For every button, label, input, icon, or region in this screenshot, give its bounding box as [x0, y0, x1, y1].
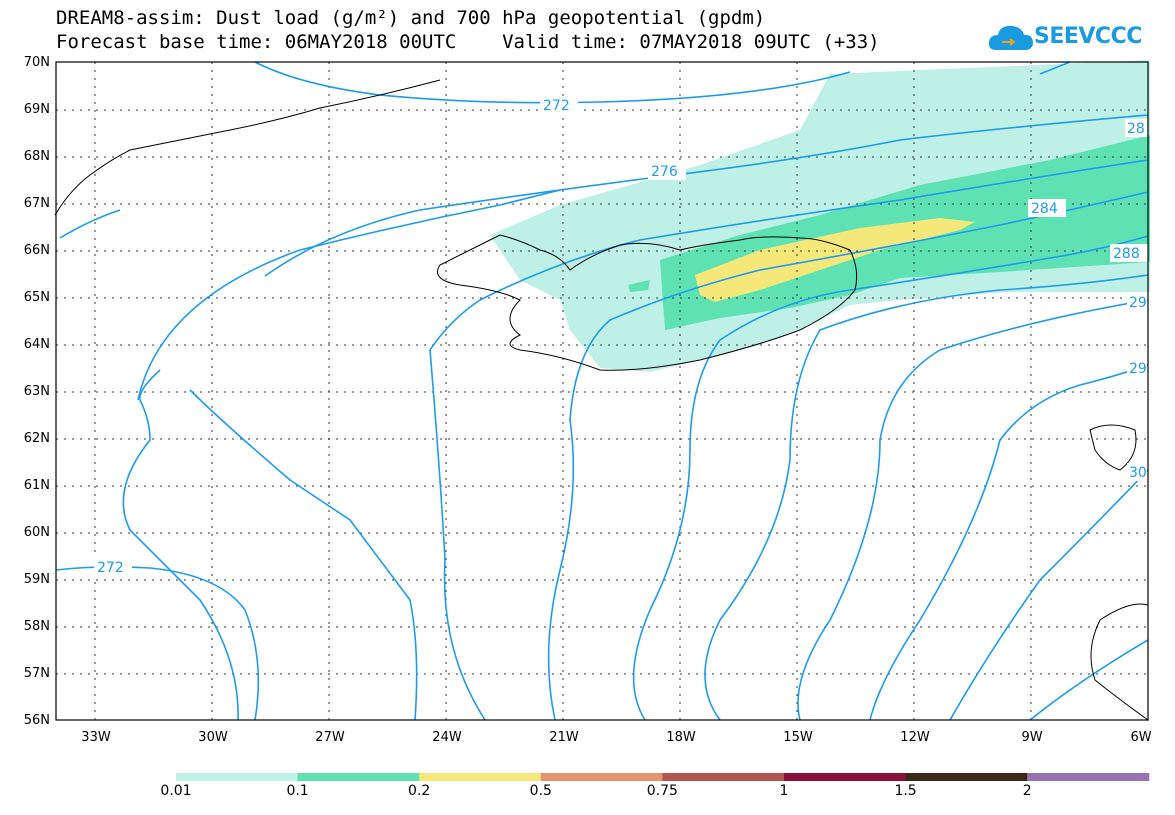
lon-label: 6W: [1130, 730, 1152, 745]
contour-label-28: 28: [1127, 121, 1145, 137]
colorbar-label: 0.5: [529, 783, 552, 799]
lat-label: 63N: [23, 384, 50, 399]
colorbar-segment: [1027, 773, 1150, 781]
colorbar: [176, 773, 1150, 781]
lon-label: 27W: [315, 730, 345, 745]
colorbar-segment: [905, 773, 1028, 781]
colorbar-label: 1.5: [894, 783, 917, 799]
contour-label-288: 288: [1113, 246, 1140, 262]
cloud-icon: [988, 25, 1033, 50]
map-title: DREAM8-assim: Dust load (g/m²) and 700 h…: [56, 7, 766, 29]
lat-label: 68N: [23, 149, 50, 164]
lon-label: 30W: [198, 730, 228, 745]
colorbar-label: 0.2: [408, 783, 431, 799]
colorbar-segment: [297, 773, 420, 781]
dust-field-0.2: [695, 218, 975, 302]
lon-label: 24W: [432, 730, 462, 745]
contour-label-272-north: 272: [543, 98, 570, 114]
lat-label: 60N: [23, 525, 50, 540]
lat-label: 61N: [23, 478, 50, 493]
colorbar-segment: [662, 773, 785, 781]
lat-label: 69N: [23, 102, 50, 117]
lat-label: 67N: [23, 196, 50, 211]
contour-label-284: 284: [1031, 201, 1058, 217]
seevccc-logo: SEEVCCC: [1034, 24, 1142, 49]
coastlines: [54, 79, 1149, 721]
lon-label: 9W: [1021, 730, 1043, 745]
contour-label-29-b: 29: [1129, 361, 1147, 377]
lat-label: 64N: [23, 337, 50, 352]
lon-label: 21W: [549, 730, 579, 745]
lat-label: 66N: [23, 243, 50, 258]
lon-label: 12W: [900, 730, 930, 745]
colorbar-segment: [176, 773, 299, 781]
contour-labels: 272 276 28 284 288 29 29 30 272: [94, 96, 1148, 576]
colorbar-label: 0.75: [646, 783, 678, 799]
lon-label: 18W: [666, 730, 696, 745]
colorbar-segment: [784, 773, 907, 781]
lat-label: 70N: [23, 55, 50, 70]
colorbar-label: 1: [779, 783, 789, 799]
colorbar-label: 0.1: [286, 783, 309, 799]
contour-label-272-south: 272: [97, 560, 124, 576]
colorbar-segment: [419, 773, 542, 781]
contour-label-276: 276: [651, 164, 678, 180]
map-frame: [55, 61, 1149, 721]
lat-label: 58N: [23, 619, 50, 634]
lon-label: 33W: [81, 730, 111, 745]
forecast-time-subtitle: Forecast base time: 06MAY2018 00UTC Vali…: [56, 31, 880, 53]
lat-label: 59N: [23, 572, 50, 587]
colorbar-segment: [540, 773, 663, 781]
contour-label-30: 30: [1129, 465, 1147, 481]
colorbar-label: 2: [1022, 783, 1032, 799]
contour-label-29-a: 29: [1129, 295, 1147, 311]
lat-label: 62N: [23, 431, 50, 446]
lat-label: 65N: [23, 290, 50, 305]
colorbar-label: 0.01: [160, 783, 192, 799]
lon-label: 15W: [783, 730, 813, 745]
lat-label: 57N: [23, 666, 50, 681]
geopotential-contours: [55, 61, 1149, 721]
lat-label: 56N: [23, 713, 50, 728]
